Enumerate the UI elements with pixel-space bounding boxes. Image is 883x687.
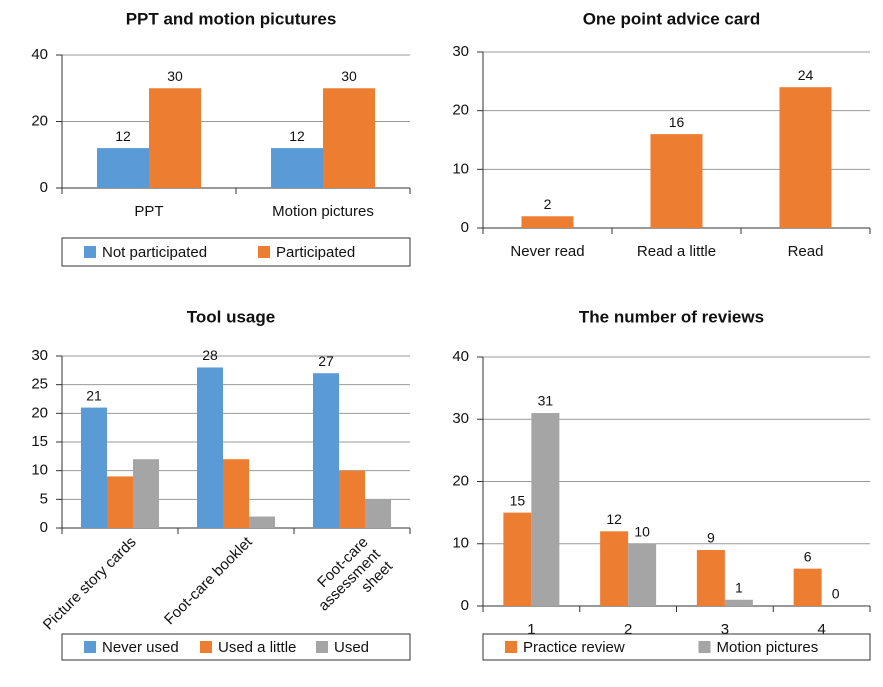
- bar: [650, 134, 703, 228]
- legend-label: Not participated: [102, 244, 207, 261]
- data-label: 2: [544, 196, 552, 212]
- y-tick-label: 0: [40, 519, 48, 536]
- data-label: 12: [115, 128, 131, 144]
- data-label: 12: [289, 128, 305, 144]
- chart-title: Tool usage: [187, 307, 275, 326]
- x-tick-label: 3: [721, 621, 729, 638]
- y-tick-label: 0: [461, 219, 469, 236]
- x-tick-label: 4: [817, 621, 825, 638]
- y-tick-label: 0: [461, 597, 469, 614]
- legend-box: [61, 633, 411, 661]
- legend-swatch: [316, 641, 328, 653]
- x-tick-label: Foot-care booklet: [161, 533, 256, 628]
- legend-label: Participated: [276, 244, 355, 261]
- x-tick-label: 2: [624, 621, 632, 638]
- chart-title: One point advice card: [583, 9, 761, 28]
- y-tick-label: 0: [40, 179, 48, 196]
- bar: [365, 499, 391, 528]
- bar: [521, 216, 574, 228]
- data-label: 21: [86, 387, 102, 403]
- data-label: 12: [606, 511, 622, 527]
- legend-label: Motion pictures: [717, 639, 819, 656]
- data-label: 6: [804, 548, 812, 564]
- y-tick-label: 15: [31, 433, 48, 450]
- bar: [313, 373, 339, 528]
- y-tick-label: 40: [452, 348, 469, 365]
- y-tick-label: 5: [40, 490, 48, 507]
- bar: [779, 87, 832, 228]
- bar: [149, 88, 201, 188]
- x-tick-label: PPT: [134, 203, 163, 220]
- data-label: 15: [510, 492, 526, 508]
- x-tick-label: 1: [527, 621, 535, 638]
- legend-swatch: [258, 246, 270, 258]
- bar: [197, 367, 223, 528]
- y-tick-label: 20: [452, 102, 469, 119]
- chart-title: The number of reviews: [579, 307, 764, 326]
- y-tick-label: 20: [31, 404, 48, 421]
- bar: [271, 148, 323, 188]
- data-label: 28: [202, 347, 218, 363]
- x-tick-label: Read a little: [637, 243, 716, 260]
- chart-title: PPT and motion picutures: [126, 9, 337, 28]
- y-tick-label: 30: [452, 43, 469, 60]
- x-tick-label: Motion pictures: [272, 203, 374, 220]
- legend-label: Practice review: [523, 639, 625, 656]
- legend-swatch: [84, 641, 96, 653]
- x-tick-label: Read: [788, 243, 824, 260]
- data-label: 30: [167, 68, 183, 84]
- bar: [339, 470, 365, 528]
- x-tick-label: Foot-careassessmentsheet: [303, 533, 397, 627]
- legend-swatch: [698, 641, 711, 653]
- data-label: 16: [669, 114, 685, 130]
- y-tick-label: 10: [452, 535, 469, 552]
- bar: [97, 148, 149, 188]
- legend-swatch: [84, 246, 96, 258]
- bar: [107, 476, 133, 528]
- bar: [628, 543, 657, 606]
- legend-label: Used a little: [218, 639, 296, 656]
- legend-swatch: [200, 641, 212, 653]
- data-label: 30: [341, 68, 357, 84]
- data-label: 10: [634, 523, 650, 539]
- legend-label: Used: [334, 639, 369, 656]
- data-label: 27: [318, 353, 334, 369]
- bar: [793, 568, 822, 606]
- data-label: 9: [707, 530, 715, 546]
- bar: [323, 88, 375, 188]
- y-tick-label: 40: [31, 46, 48, 63]
- legend-box: [61, 237, 411, 267]
- y-tick-label: 25: [31, 376, 48, 393]
- y-tick-label: 20: [452, 472, 469, 489]
- bar: [249, 516, 275, 528]
- x-tick-label: Picture story cards: [40, 534, 140, 634]
- bar: [600, 531, 629, 606]
- data-label: 1: [735, 579, 743, 595]
- bar: [81, 407, 107, 528]
- bar: [696, 549, 725, 606]
- y-tick-label: 10: [31, 462, 48, 479]
- data-label: 24: [798, 67, 814, 83]
- legend-label: Never used: [102, 639, 179, 656]
- legend-box: [482, 633, 871, 661]
- y-tick-label: 30: [31, 347, 48, 364]
- bar: [724, 599, 753, 606]
- data-label: 31: [538, 393, 554, 409]
- y-tick-label: 10: [452, 160, 469, 177]
- y-tick-label: 20: [31, 112, 48, 129]
- data-label: 0: [832, 586, 840, 602]
- bar: [531, 413, 560, 606]
- bar: [503, 512, 532, 606]
- x-tick-label: Never read: [510, 243, 584, 260]
- bar: [223, 459, 249, 528]
- y-tick-label: 30: [452, 410, 469, 427]
- legend-swatch: [505, 641, 517, 653]
- bar: [133, 459, 159, 528]
